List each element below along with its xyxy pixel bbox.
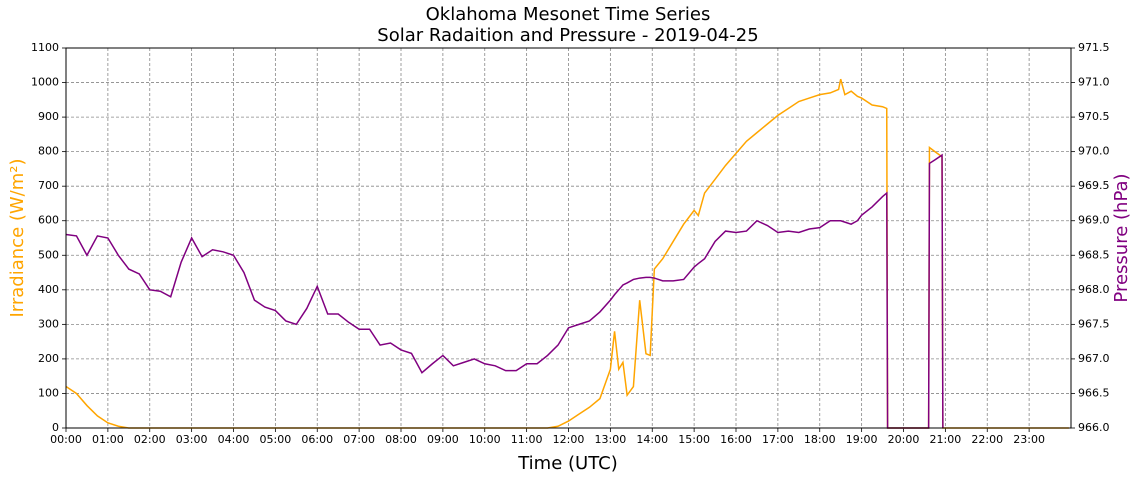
x-tick-label: 23:00: [1013, 433, 1045, 446]
y2-tick-label: 970.5: [1078, 110, 1110, 123]
series-line: [65, 153, 944, 429]
x-tick-label: 17:00: [762, 433, 794, 446]
x-tick-label: 13:00: [595, 433, 627, 446]
x-tick-label: 19:00: [846, 433, 878, 446]
y2-tick-label: 969.0: [1078, 214, 1110, 227]
x-tick-label: 05:00: [260, 433, 292, 446]
x-tick-label: 04:00: [218, 433, 250, 446]
x-tick-label: 11:00: [511, 433, 543, 446]
x-tick-label: 00:00: [50, 433, 82, 446]
x-axis-label: Time (UTC): [517, 453, 618, 474]
y-tick-label: 400: [38, 283, 59, 296]
y-tick-label: 600: [38, 214, 59, 227]
y-tick-label: 300: [38, 317, 59, 330]
y2-tick-label: 966.5: [1078, 386, 1110, 399]
y-tick-label: 0: [52, 421, 59, 434]
y2-tick-label: 971.0: [1078, 76, 1110, 89]
y-axis-label: Irradiance (W/m²): [7, 158, 28, 317]
x-tick-label: 16:00: [720, 433, 752, 446]
y2-tick-label: 971.5: [1078, 41, 1110, 54]
y-tick-label: 900: [38, 110, 59, 123]
x-tick-label: 12:00: [553, 433, 585, 446]
x-tick-label: 02:00: [134, 433, 166, 446]
y-tick-label: 1100: [31, 41, 59, 54]
x-tick-label: 07:00: [343, 433, 375, 446]
x-tick-label: 21:00: [930, 433, 962, 446]
y-tick-label: 100: [38, 386, 59, 399]
x-tick-label: 18:00: [804, 433, 836, 446]
x-tick-label: 03:00: [176, 433, 208, 446]
x-tick-label: 20:00: [888, 433, 920, 446]
x-tick-label: 01:00: [92, 433, 124, 446]
y2-tick-label: 967.0: [1078, 352, 1110, 365]
plot-frame: [65, 47, 1072, 429]
y-tick-label: 1000: [31, 76, 59, 89]
y-tick-label: 700: [38, 179, 59, 192]
chart-subtitle: Solar Radaition and Pressure - 2019-04-2…: [377, 25, 758, 46]
y-tick-label: 200: [38, 352, 59, 365]
y2-tick-label: 966.0: [1078, 421, 1110, 434]
x-tick-label: 10:00: [469, 433, 501, 446]
series-line: [65, 78, 1069, 429]
chart-title: Oklahoma Mesonet Time Series: [426, 4, 711, 25]
x-tick-label: 14:00: [636, 433, 668, 446]
y2-tick-label: 970.0: [1078, 145, 1110, 158]
y-tick-label: 500: [38, 248, 59, 261]
y2-tick-label: 969.5: [1078, 179, 1110, 192]
x-tick-label: 06:00: [301, 433, 333, 446]
x-tick-label: 15:00: [678, 433, 710, 446]
y2-tick-label: 968.5: [1078, 248, 1110, 261]
y2-tick-label: 967.5: [1078, 317, 1110, 330]
x-tick-label: 22:00: [971, 433, 1003, 446]
y2-axis-label: Pressure (hPa): [1111, 173, 1132, 302]
y2-tick-label: 968.0: [1078, 283, 1110, 296]
x-tick-label: 08:00: [385, 433, 417, 446]
y-tick-label: 800: [38, 145, 59, 158]
x-tick-label: 09:00: [427, 433, 459, 446]
